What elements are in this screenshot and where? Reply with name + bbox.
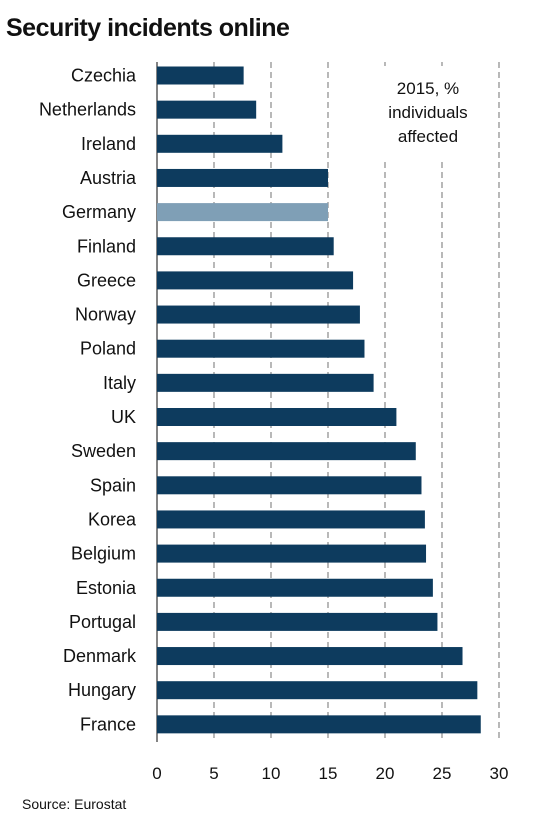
bar-italy <box>157 373 374 392</box>
bar-uk <box>157 408 397 426</box>
bar-hungary <box>157 681 478 700</box>
category-label: Netherlands <box>39 100 136 120</box>
x-tick-label: 15 <box>319 764 338 783</box>
category-label: Austria <box>80 168 137 188</box>
x-tick-label: 5 <box>209 764 218 783</box>
category-label: Germany <box>62 202 136 222</box>
annotation-line: 2015, % <box>397 79 459 98</box>
x-axis-ticks: 0 5 10 15 20 25 30 <box>152 764 508 783</box>
category-label: Korea <box>88 509 137 529</box>
annotation-line: individuals <box>388 103 467 122</box>
grid-lines <box>156 62 500 742</box>
bar-denmark <box>157 647 463 666</box>
x-tick-label: 20 <box>376 764 395 783</box>
source-note: Source: Eurostat <box>22 796 127 812</box>
bar-sweden <box>157 442 416 461</box>
category-label: Poland <box>80 339 136 359</box>
category-label: Italy <box>103 373 136 393</box>
chart-title: Security incidents online <box>6 14 290 42</box>
category-labels: Czechia Netherlands Ireland Austria Germany F… <box>39 66 137 735</box>
category-label: Finland <box>77 236 136 256</box>
category-label: Greece <box>77 270 136 290</box>
annotation-line: affected <box>398 127 458 146</box>
category-label: Sweden <box>71 441 136 461</box>
bar-korea <box>157 510 425 529</box>
bar-spain <box>157 476 422 495</box>
x-tick-label: 0 <box>152 764 161 783</box>
bar-finland <box>157 237 334 256</box>
category-label: France <box>80 714 136 734</box>
category-label: Hungary <box>68 680 136 700</box>
category-label: UK <box>111 407 136 427</box>
x-tick-label: 30 <box>490 764 509 783</box>
category-label: Portugal <box>69 612 136 632</box>
category-label: Belgium <box>71 544 136 564</box>
bars <box>157 66 481 734</box>
annotation: 2015, % individuals affected <box>372 66 484 158</box>
category-label: Estonia <box>76 578 137 598</box>
category-label: Norway <box>75 305 136 325</box>
bar-estonia <box>157 578 433 597</box>
bar-norway <box>157 305 360 324</box>
bar-ireland <box>157 134 283 153</box>
bar-germany <box>157 203 328 222</box>
category-label: Czechia <box>71 66 137 86</box>
x-tick-label: 25 <box>433 764 452 783</box>
bar-austria <box>157 168 328 187</box>
bar-czechia <box>157 66 244 85</box>
bar-greece <box>157 271 354 290</box>
annotation-background <box>372 66 484 158</box>
category-label: Spain <box>90 475 136 495</box>
bar-portugal <box>157 612 438 631</box>
x-tick-label: 10 <box>262 764 281 783</box>
category-label: Ireland <box>81 134 136 154</box>
category-label: Denmark <box>63 646 137 666</box>
bar-netherlands <box>157 100 257 119</box>
bar-france <box>157 715 481 734</box>
bar-belgium <box>157 544 427 563</box>
bar-poland <box>157 339 365 358</box>
